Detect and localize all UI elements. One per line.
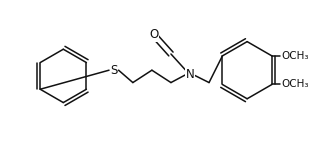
Text: O: O <box>149 28 158 41</box>
Text: OCH₃: OCH₃ <box>281 79 309 90</box>
Text: OCH₃: OCH₃ <box>281 51 309 61</box>
Text: S: S <box>110 64 117 77</box>
Text: N: N <box>186 69 194 81</box>
